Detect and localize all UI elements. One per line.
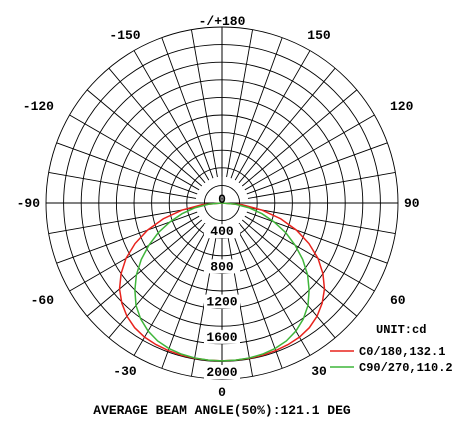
angle-label: 120 — [390, 99, 414, 114]
series-layer — [118, 202, 326, 362]
grid-spoke — [238, 67, 336, 184]
angle-label: 150 — [307, 28, 331, 43]
grid-spoke — [56, 211, 198, 264]
grid-spoke — [108, 67, 206, 184]
angle-label: 0 — [218, 385, 226, 400]
radial-tick-bg — [204, 365, 240, 379]
angle-label: -150 — [109, 28, 140, 43]
grid-spoke — [247, 171, 396, 199]
radial-tick-label: 400 — [210, 224, 234, 239]
grid-spoke — [234, 225, 311, 356]
grid-spoke — [241, 219, 358, 317]
grid-spoke — [238, 222, 336, 339]
radial-tick-label: 1600 — [206, 330, 237, 345]
grid-spoke — [108, 222, 206, 339]
angle-label: 90 — [404, 196, 420, 211]
grid-spoke — [161, 37, 214, 179]
grid-spoke — [230, 227, 283, 369]
grid-spoke — [234, 50, 311, 181]
radial-tick-label: 2000 — [206, 365, 237, 380]
legend-label-c0-180: C0/180,132.1 — [359, 345, 445, 359]
grid-spoke — [56, 142, 198, 195]
beam-angle-footer: AVERAGE BEAM ANGLE(50%):121.1 DEG — [93, 403, 351, 418]
legend: C0/180,132.1 C90/270,110.2 — [330, 345, 453, 375]
radial-tick-bg — [204, 224, 240, 239]
angle-label: -30 — [113, 364, 137, 379]
angle-label: -60 — [31, 293, 55, 308]
legend-label-c90-270: C90/270,110.2 — [359, 361, 453, 375]
radial-tick-bg — [204, 329, 240, 344]
radial-tick-labels: 0 400 800 1200 1600 2000 — [204, 192, 240, 380]
grid-spoke — [244, 114, 375, 191]
grid-spoke — [86, 89, 203, 187]
grid-spoke — [190, 29, 218, 178]
radial-tick-bg — [204, 259, 240, 274]
grid-spoke — [133, 225, 210, 356]
angle-label: -/+180 — [199, 14, 246, 29]
grid-spoke — [247, 207, 396, 235]
radial-tick-bg — [204, 294, 240, 309]
grid-spoke — [244, 215, 375, 292]
grid-spoke — [86, 219, 203, 317]
angle-label: 30 — [311, 364, 327, 379]
angle-label: -90 — [17, 196, 41, 211]
grid-spoke — [226, 29, 254, 178]
grid-spoke — [246, 142, 388, 195]
radial-tick-label: 800 — [210, 259, 234, 274]
radial-tick-label: 1200 — [206, 295, 237, 310]
series-curve-1 — [134, 202, 310, 362]
grid-spoke — [161, 227, 214, 369]
grid-spoke — [48, 171, 197, 199]
radial-tick-label: 0 — [218, 192, 226, 207]
unit-label: UNIT:cd — [376, 323, 426, 337]
grid-spoke — [246, 211, 388, 264]
angle-label: 60 — [390, 293, 406, 308]
grid-spoke — [133, 50, 210, 181]
grid-spoke — [48, 207, 197, 235]
grid-spoke — [69, 215, 200, 292]
angle-labels: -/+180 -150 150 -120 120 -90 90 -60 60 -30 30 0 — [17, 14, 420, 400]
angle-label: -120 — [23, 99, 54, 114]
grid-spoke — [241, 89, 358, 187]
grid-spoke — [69, 114, 200, 191]
grid-spoke — [230, 37, 283, 179]
